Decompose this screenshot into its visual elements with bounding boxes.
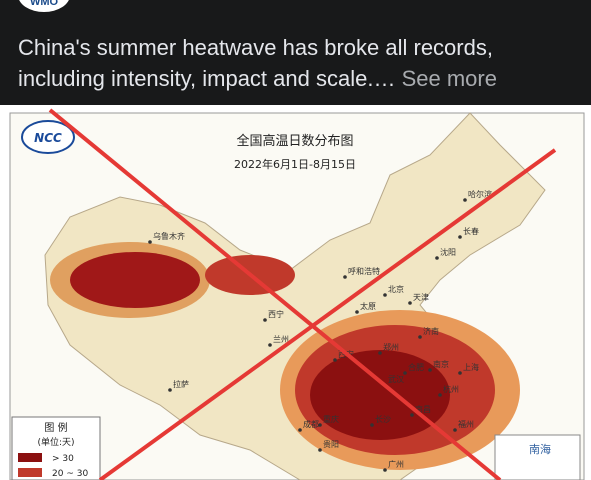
city-dot (370, 423, 374, 427)
city-dot (355, 310, 359, 314)
city-label: 重庆 (323, 414, 339, 424)
heat-area (310, 350, 450, 440)
city-dot (410, 413, 414, 417)
city-dot (463, 198, 467, 202)
legend-label: 20 ~ 30 (52, 469, 88, 479)
post-text: China's summer heatwave has broke all re… (18, 32, 578, 94)
map-title: 全国高温日数分布图 (236, 133, 353, 149)
city-dot (168, 388, 172, 392)
city-label: 上海 (463, 362, 479, 372)
cross-line (48, 108, 502, 480)
city-label: 兰州 (273, 334, 289, 344)
city-label: 广州 (388, 459, 404, 469)
city-dot (403, 371, 407, 375)
see-more[interactable]: See more (401, 66, 497, 91)
city-label: 南昌 (415, 404, 431, 414)
city-label: 郑州 (383, 342, 399, 352)
city-dot (343, 275, 347, 279)
city-label: 福州 (458, 420, 474, 429)
city-label: 合肥 (408, 362, 424, 372)
city-label: 杭州 (443, 384, 459, 394)
logo: NCC (34, 131, 62, 145)
city-dot (148, 240, 152, 244)
city-label: 乌鲁木齐 (153, 231, 185, 241)
city-dot (458, 371, 462, 375)
city-label: 济南 (423, 326, 439, 336)
city-label: 成都 (303, 419, 319, 429)
city-dot (333, 358, 337, 362)
heat-area (70, 252, 200, 308)
city-dot (318, 448, 322, 452)
inset-frame (494, 434, 581, 480)
city-dot (435, 256, 439, 260)
city-label: 太原 (360, 301, 376, 311)
city-label: 哈尔滨 (468, 189, 492, 199)
city-dot (383, 468, 387, 472)
legend-label: > 30 (52, 454, 74, 464)
city-label: 武汉 (388, 374, 404, 384)
legend-title: 图 例 (44, 421, 67, 434)
legend-swatch (18, 453, 42, 462)
city-dot (263, 318, 267, 322)
city-label: 长春 (463, 226, 479, 236)
city-dot (298, 428, 302, 432)
city-label: 长沙 (375, 414, 391, 424)
city-label: 拉萨 (173, 379, 189, 389)
city-dot (408, 301, 412, 305)
city-label: 沈阳 (440, 247, 456, 257)
map-subtitle: 2022年6月1日-8月15日 (234, 157, 356, 171)
city-label: 北京 (388, 284, 404, 294)
city-dot (418, 335, 422, 339)
cross-line (98, 148, 557, 480)
city-label: 西宁 (268, 309, 284, 319)
city-label: 天津 (413, 292, 429, 302)
post-body: China's summer heatwave has broke all re… (18, 35, 493, 91)
city-dot (383, 293, 387, 297)
city-dot (458, 235, 462, 239)
city-label: 贵阳 (323, 439, 339, 449)
legend-items: > 30 20 ~ 30 (18, 453, 88, 479)
legend-unit: (单位:天) (37, 436, 74, 448)
map-image[interactable]: NCC 全国高温日数分布图 2022年6月1日-8月15日 南海 图 例 (单位… (0, 105, 591, 480)
logo-ring (21, 120, 75, 154)
inset-label: 南海 (529, 442, 551, 456)
city-dot (378, 351, 382, 355)
city-label: 呼和浩特 (348, 266, 380, 276)
legend-swatch (18, 468, 42, 477)
city-dot (453, 428, 457, 432)
city-dot (428, 368, 432, 372)
avatar[interactable]: WMO (18, 0, 70, 12)
city-dot (318, 423, 322, 427)
city-dot (438, 393, 442, 397)
city-label: 南京 (433, 359, 449, 369)
city-dot (268, 343, 272, 347)
